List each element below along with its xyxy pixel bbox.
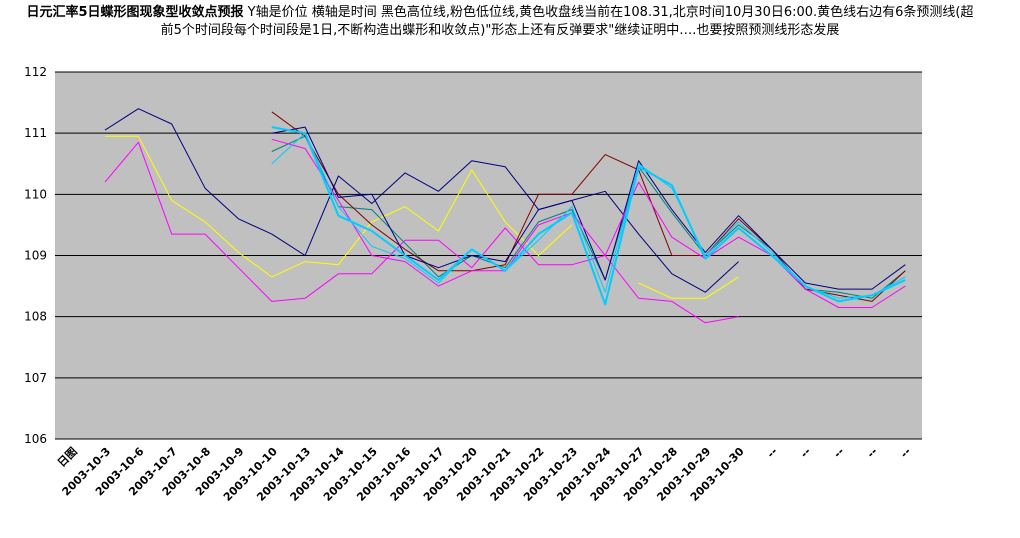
x-axis-ticks: 日图2003-10-32003-10-62003-10-72003-10-820… [55,445,913,504]
y-tick-label: 108 [24,310,47,324]
x-tick-label: -- [898,445,914,461]
series-line-5 [271,111,906,302]
y-tick-label: 106 [24,432,47,446]
chart-title-note: Y轴是价位 横轴是时间 黑色高位线,粉色低位线,黄色收盘线当前在108.31,北… [160,5,974,38]
series-lines [104,108,906,324]
x-tick-label: -- [798,445,814,461]
x-tick-label: -- [764,445,780,461]
y-tick-label: 107 [24,371,47,385]
series-line-9 [271,132,906,299]
y-tick-label: 109 [24,249,47,263]
series-line-3 [105,135,739,299]
y-axis-ticks: 106 107 108 109 110 111 112 [24,65,47,446]
x-tick-label: -- [864,445,880,461]
series-line-6 [271,126,906,290]
chart-title: 日元汇率5日蝶形图现象型收敛点预报 Y轴是价位 横轴是时间 黑色高位线,粉色低位… [20,4,980,40]
y-tick-label: 110 [24,187,47,201]
y-tick-label: 112 [24,65,47,79]
series-line-2 [104,141,739,324]
series-line-1 [104,108,739,293]
series-line-7 [271,138,906,308]
chart-title-main: 日元汇率5日蝶形图现象型收敛点预报 [26,5,244,20]
y-tick-label: 111 [24,126,47,140]
x-tick-label: 日图 [55,445,80,470]
x-tick-label: -- [831,445,847,461]
